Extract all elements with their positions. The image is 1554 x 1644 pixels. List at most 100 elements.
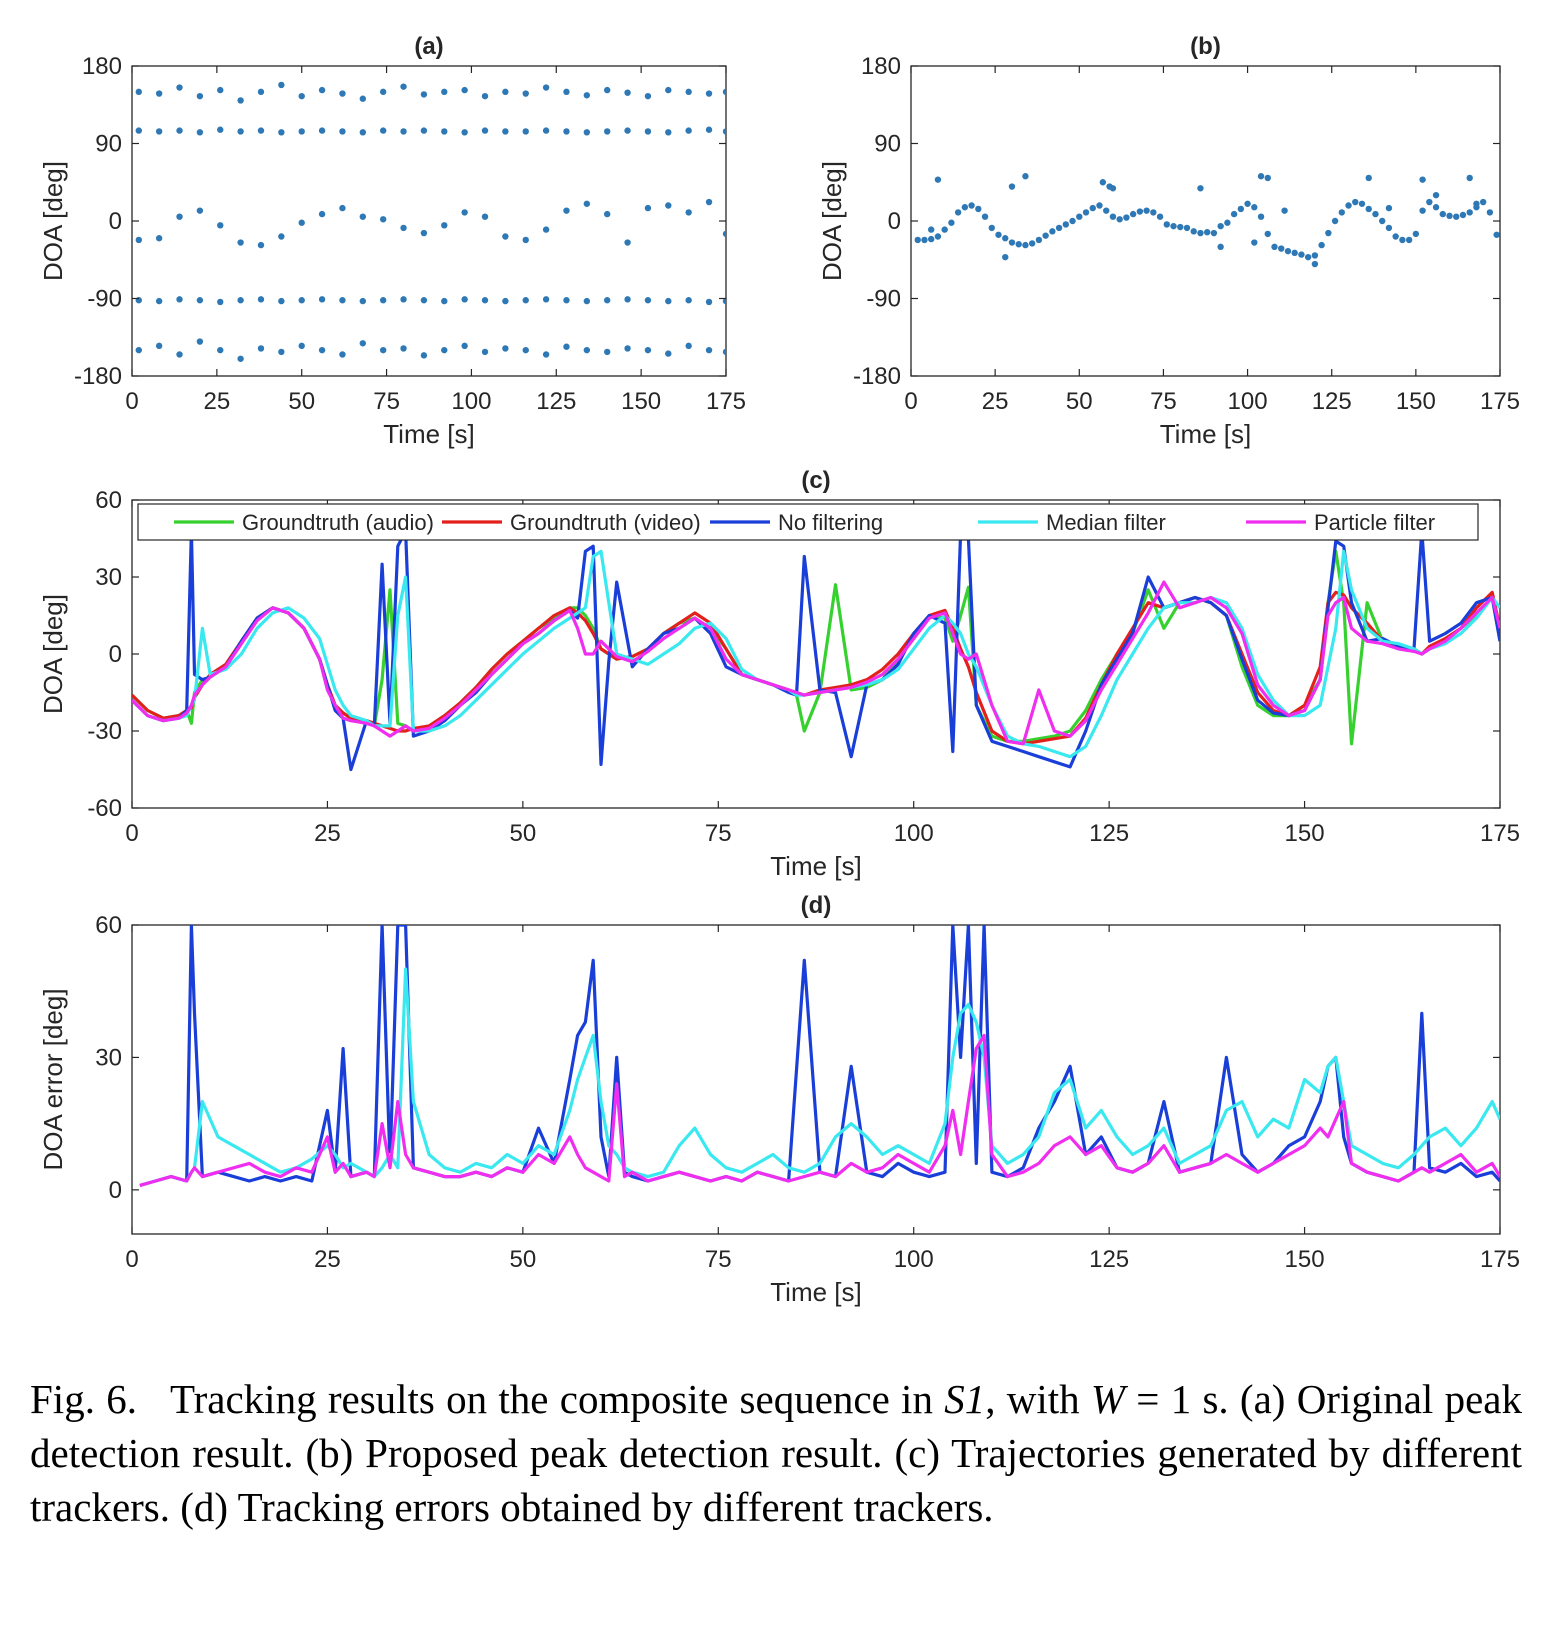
series-line-d-1 — [139, 967, 1500, 1187]
scatter-point-a-3-14 — [420, 352, 428, 359]
scatter-point-b-0-6 — [954, 209, 962, 216]
scatter-point-b-0-24 — [1076, 213, 1083, 220]
scatter-point-b-0-66 — [1358, 200, 1366, 207]
scatter-point-a-2-1 — [155, 90, 163, 97]
x-tick-label-c-5: 125 — [1089, 820, 1129, 847]
chart-title-b: (b) — [1190, 33, 1221, 60]
x-tick-label-a-7: 175 — [706, 388, 746, 415]
plot-area-d — [131, 924, 1501, 1235]
scatter-point-b-1-2 — [1022, 173, 1029, 180]
plot-area-a — [131, 65, 727, 377]
x-tick-label-a-6: 150 — [621, 388, 661, 415]
scatter-point-a-2-25 — [644, 92, 652, 100]
scatter-point-a-1-8 — [298, 297, 305, 304]
scatter-point-a-1-27 — [685, 297, 692, 304]
x-tick-label-b-0: 0 — [904, 388, 917, 415]
scatter-point-b-0-13 — [1002, 235, 1009, 242]
scatter-point-a-3-3 — [196, 338, 204, 345]
scatter-point-a-3-2 — [176, 351, 183, 358]
scatter-point-b-0-20 — [1049, 228, 1056, 235]
y-axis-label-a: DOA [deg] — [38, 161, 68, 281]
scatter-point-b-0-69 — [1379, 217, 1386, 225]
scatter-point-a-0-7 — [278, 129, 285, 136]
x-tick-label-a-1: 25 — [204, 388, 231, 415]
scatter-point-b-0-18 — [1035, 236, 1043, 244]
scatter-point-a-0-22 — [583, 129, 591, 136]
x-tick-label-c-2: 50 — [510, 820, 537, 847]
scatter-point-a-1-24 — [624, 296, 631, 303]
scatter-point-a-4-23 — [604, 210, 611, 218]
x-tick-label-b-3: 75 — [1150, 388, 1177, 415]
scatter-point-b-0-62 — [1331, 217, 1339, 225]
chart-panel-a: 0 25 50 75 100 125 150 175 -180 -90 0 90 180 (a) Time … — [38, 33, 746, 449]
scatter-point-a-2-20 — [542, 84, 550, 91]
caption-text-2: , with — [985, 1376, 1091, 1422]
scatter-point-a-4-22 — [583, 200, 591, 207]
y-axis-label-b: DOA [deg] — [817, 161, 847, 281]
scatter-point-a-1-12 — [379, 297, 387, 304]
scatter-point-a-2-8 — [298, 92, 305, 100]
scatter-point-a-1-10 — [339, 297, 346, 304]
x-tick-label-c-1: 25 — [314, 820, 341, 847]
caption-label: Fig. 6. — [30, 1376, 137, 1422]
scatter-point-a-0-18 — [502, 128, 509, 135]
scatter-point-b-1-17 — [1002, 253, 1009, 261]
scatter-point-b-1-8 — [1264, 174, 1271, 182]
scatter-point-b-0-49 — [1244, 200, 1251, 207]
scatter-point-a-0-5 — [237, 128, 244, 135]
scatter-point-a-0-23 — [604, 128, 611, 135]
scatter-point-b-0-67 — [1365, 205, 1372, 213]
scatter-point-a-2-6 — [257, 88, 265, 96]
scatter-point-a-2-18 — [502, 88, 509, 96]
scatter-point-a-4-0 — [135, 236, 142, 244]
chart-title-d: (d) — [801, 892, 832, 919]
x-axis-label-b: Time [s] — [1160, 419, 1251, 449]
scatter-point-a-1-9 — [318, 296, 326, 303]
scatter-point-b-1-14 — [1466, 174, 1473, 182]
y-tick-label-b-4: 180 — [861, 53, 901, 80]
scatter-point-a-3-25 — [644, 346, 652, 354]
scatter-point-a-2-7 — [278, 81, 285, 89]
scatter-point-b-0-70 — [1385, 224, 1393, 232]
scatter-point-a-3-28 — [705, 346, 713, 354]
scatter-point-b-0-31 — [1123, 214, 1130, 221]
series-line-d-2 — [139, 1033, 1500, 1187]
scatter-point-b-0-86 — [1493, 231, 1500, 238]
legend-label-4: Particle filter — [1314, 510, 1435, 535]
y-tick-label-a-4: 180 — [82, 53, 122, 80]
scatter-point-a-2-28 — [705, 90, 713, 97]
scatter-point-a-4-5 — [237, 239, 244, 246]
scatter-point-b-0-74 — [1412, 230, 1420, 238]
caption-set-name: S1 — [944, 1376, 986, 1422]
scatter-point-a-1-19 — [522, 297, 529, 304]
chart-title-a: (a) — [414, 33, 443, 60]
x-tick-label-c-7: 175 — [1480, 820, 1520, 847]
scatter-point-a-1-11 — [359, 297, 367, 305]
scatter-point-b-0-15 — [1015, 241, 1022, 248]
y-tick-label-c-4: 60 — [95, 487, 122, 514]
scatter-point-a-4-3 — [196, 207, 204, 214]
scatter-point-b-1-16 — [927, 226, 935, 233]
scatter-point-a-0-2 — [176, 127, 183, 134]
scatter-point-a-2-17 — [481, 92, 489, 100]
scatter-point-b-0-25 — [1082, 209, 1090, 216]
scatter-point-a-0-15 — [441, 128, 448, 135]
scatter-point-a-1-5 — [237, 297, 244, 304]
scatter-point-b-0-37 — [1163, 221, 1170, 228]
scatter-point-a-3-29 — [722, 348, 726, 356]
scatter-point-b-0-34 — [1143, 207, 1150, 214]
scatter-point-a-4-28 — [705, 198, 713, 206]
scatter-point-a-4-8 — [298, 219, 305, 226]
scatter-point-b-0-22 — [1062, 221, 1070, 228]
scatter-point-a-1-6 — [257, 296, 265, 303]
scatter-point-a-4-21 — [563, 207, 570, 214]
x-tick-label-d-2: 50 — [510, 1246, 537, 1273]
scatter-point-a-3-6 — [257, 345, 265, 352]
data-layer-a — [135, 81, 726, 362]
scatter-point-a-1-20 — [542, 296, 550, 303]
scatter-point-a-3-8 — [298, 342, 305, 350]
scatter-point-b-0-76 — [1426, 198, 1433, 206]
legend-c: Groundtruth (audio) Groundtruth (video) No… — [137, 503, 1479, 541]
x-tick-label-b-5: 125 — [1312, 388, 1352, 415]
x-tick-label-d-5: 125 — [1089, 1246, 1129, 1273]
